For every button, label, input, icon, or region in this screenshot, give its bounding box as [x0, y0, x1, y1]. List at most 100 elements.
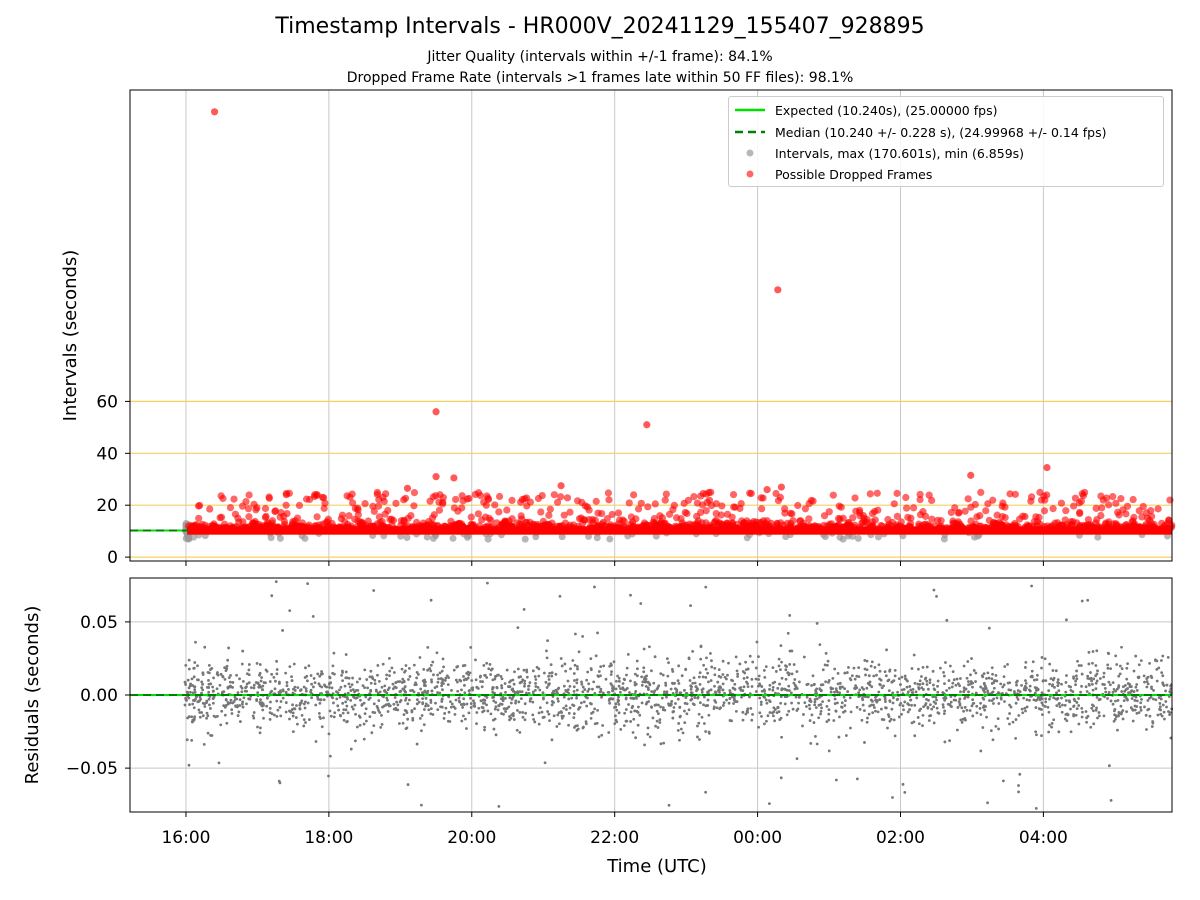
- residual-point: [701, 675, 705, 679]
- dropped-frame-point: [375, 513, 384, 521]
- residual-point: [717, 668, 721, 672]
- residual-point: [1084, 710, 1088, 713]
- residual-point: [245, 702, 248, 706]
- residual-point: [469, 645, 473, 649]
- residual-point: [480, 685, 484, 689]
- residual-point: [997, 702, 1001, 705]
- residual-point: [843, 704, 847, 707]
- residual-point: [1148, 714, 1152, 718]
- residual-point: [554, 672, 558, 676]
- dropped-frame-point: [566, 508, 574, 516]
- residual-point: [1143, 680, 1146, 684]
- residual-point: [676, 697, 680, 701]
- residual-point: [560, 716, 564, 720]
- residual-point: [197, 708, 201, 712]
- residual-point: [1089, 676, 1093, 680]
- residual-point: [370, 731, 374, 735]
- dropped-frame-point: [934, 516, 942, 524]
- dropped-frame-point: [1092, 519, 1100, 527]
- residual-point: [314, 740, 318, 743]
- residual-point: [683, 709, 686, 713]
- residual-point: [865, 686, 869, 690]
- residual-point: [491, 718, 495, 722]
- residual-point: [528, 699, 532, 703]
- residual-point: [509, 679, 513, 683]
- residual-point: [401, 687, 405, 691]
- dropped-frame-point: [1105, 501, 1113, 509]
- residual-point: [807, 703, 811, 707]
- residual-point: [763, 675, 767, 679]
- residual-point: [475, 686, 479, 689]
- residual-point: [614, 687, 618, 691]
- residual-point: [1008, 722, 1011, 726]
- dropped-frame-point: [1011, 490, 1019, 498]
- residual-point: [211, 701, 215, 705]
- residual-point: [985, 677, 988, 680]
- residual-point: [191, 718, 195, 722]
- residual-point: [854, 687, 857, 691]
- residual-point: [833, 690, 836, 694]
- residual-point: [833, 667, 837, 671]
- residual-point: [582, 725, 585, 729]
- residual-point: [689, 691, 693, 695]
- dropped-frame-point: [625, 499, 633, 507]
- residual-point: [592, 680, 596, 684]
- dropped-frame-point: [644, 503, 652, 511]
- residual-point: [911, 691, 915, 695]
- residual-point: [383, 684, 387, 688]
- residual-point: [808, 719, 812, 722]
- residual-point: [786, 671, 790, 675]
- residual-point: [207, 678, 210, 682]
- residual-point: [407, 678, 410, 681]
- residual-point: [377, 679, 381, 683]
- residual-point: [537, 674, 541, 678]
- residual-point: [1132, 690, 1136, 693]
- residual-point: [1052, 696, 1056, 700]
- residual-point: [1151, 721, 1155, 725]
- residual-point: [1064, 690, 1068, 694]
- residual-point: [921, 713, 925, 717]
- residual-point: [255, 661, 259, 665]
- residual-point: [1139, 708, 1143, 712]
- residual-point: [802, 713, 805, 716]
- residual-point: [629, 679, 632, 683]
- residual-point: [547, 674, 550, 678]
- residual-point: [588, 701, 592, 705]
- residual-point: [812, 683, 816, 687]
- residual-point: [404, 727, 408, 731]
- residual-point: [1150, 725, 1154, 728]
- residual-point: [198, 695, 202, 699]
- residual-point: [815, 697, 819, 701]
- residual-point: [746, 682, 749, 686]
- residual-point: [546, 639, 549, 642]
- residual-point: [190, 677, 194, 681]
- residual-point: [1033, 678, 1036, 682]
- interval-point: [854, 534, 862, 542]
- residual-point: [704, 667, 708, 671]
- residual-point: [1022, 688, 1026, 692]
- residual-point: [320, 725, 324, 729]
- residual-point: [494, 701, 498, 704]
- residual-point: [1094, 687, 1098, 691]
- residual-point: [814, 706, 818, 710]
- residual-point: [536, 685, 540, 689]
- residual-point: [352, 695, 355, 699]
- residual-point: [275, 659, 278, 663]
- dropped-marker-swatch: [746, 170, 754, 178]
- residual-point: [413, 707, 416, 711]
- residual-point: [279, 700, 283, 703]
- residual-point: [903, 700, 907, 704]
- residual-point: [494, 733, 498, 737]
- residual-point: [500, 677, 504, 681]
- residual-point: [317, 711, 321, 715]
- residual-point: [740, 695, 743, 699]
- residual-point: [426, 704, 430, 708]
- residual-point: [187, 667, 191, 671]
- y-tick-label: 60: [96, 392, 118, 412]
- dropped-frame-point: [231, 510, 240, 518]
- residual-point: [975, 704, 979, 708]
- residual-point: [1155, 667, 1159, 671]
- residual-point: [262, 716, 265, 720]
- residual-point: [346, 697, 350, 701]
- residual-point: [512, 712, 515, 715]
